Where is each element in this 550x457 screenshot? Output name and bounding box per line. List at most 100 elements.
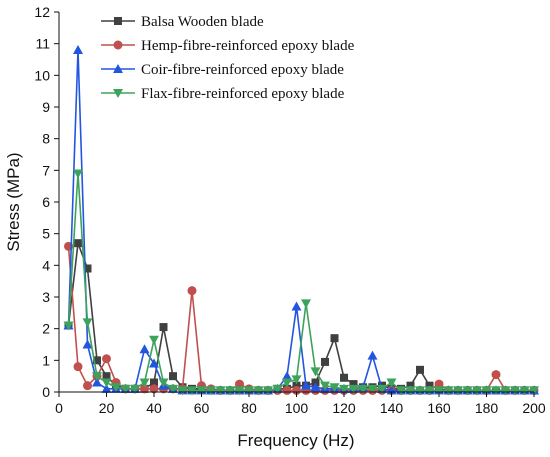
x-tick-label: 0 — [55, 400, 63, 416]
data-point — [187, 386, 197, 396]
x-tick-label: 20 — [99, 400, 115, 416]
data-point — [310, 382, 321, 392]
x-tick-label: 160 — [427, 400, 451, 416]
series-line — [67, 246, 534, 392]
x-tick-label: 180 — [475, 400, 499, 416]
data-point — [348, 384, 359, 394]
legend-swatch-marker — [113, 40, 123, 50]
data-point — [169, 372, 177, 381]
data-point — [111, 383, 121, 393]
data-point — [310, 367, 321, 377]
data-point — [139, 378, 150, 388]
y-tick-label: 4 — [42, 257, 50, 273]
ticks-layer: 0 20 40 60 80 100 120 140 160 180 2000123456789101… — [34, 4, 545, 416]
data-point — [424, 386, 435, 396]
data-point — [82, 339, 93, 349]
data-point — [329, 383, 340, 393]
x-tick-label: 200 — [522, 400, 546, 416]
legend-item: Flax-fibre-reinforced epoxy blade — [101, 86, 345, 102]
data-point — [282, 378, 292, 388]
legend-swatch-marker — [113, 64, 123, 73]
data-point — [301, 299, 311, 309]
data-point — [462, 386, 473, 396]
data-point — [291, 301, 302, 311]
data-point — [500, 386, 511, 396]
data-point — [139, 344, 150, 354]
x-tick-label: 80 — [241, 400, 257, 416]
series-2 — [64, 241, 539, 395]
legend-label: Hemp-fibre-reinforced epoxy blade — [141, 38, 355, 54]
data-point — [472, 386, 482, 396]
legend-item: Coir-fibre-reinforced epoxy blade — [101, 62, 344, 78]
y-tick-label: 3 — [42, 289, 50, 305]
data-point — [519, 386, 530, 396]
data-point — [301, 380, 311, 390]
y-tick-label: 12 — [34, 4, 50, 20]
data-point — [320, 381, 330, 391]
data-point — [396, 386, 406, 396]
data-point — [386, 378, 397, 388]
data-point — [63, 321, 74, 331]
y-tick-label: 8 — [42, 131, 50, 147]
data-point — [367, 384, 378, 394]
data-point — [292, 381, 301, 390]
x-tick-label: 100 — [285, 400, 309, 416]
data-point — [149, 335, 159, 345]
legend-swatch-marker — [113, 89, 123, 98]
data-point — [434, 379, 444, 389]
data-point — [529, 386, 539, 396]
data-point — [74, 239, 82, 248]
data-point — [321, 357, 329, 366]
data-point — [225, 386, 235, 396]
data-point — [159, 323, 168, 332]
data-point — [101, 378, 112, 388]
legend-item: Hemp-fibre-reinforced epoxy blade — [101, 38, 355, 54]
x-tick-label: 140 — [380, 400, 404, 416]
data-point — [244, 386, 254, 396]
y-tick-label: 2 — [42, 321, 50, 337]
data-point — [367, 350, 378, 360]
data-point — [92, 377, 102, 387]
data-point — [272, 384, 283, 394]
y-tick-label: 5 — [42, 226, 50, 242]
legend-swatch-marker — [114, 17, 122, 25]
y-tick-label: 7 — [42, 162, 50, 178]
data-point — [73, 169, 83, 179]
series-4 — [63, 169, 539, 396]
data-point — [291, 375, 302, 385]
data-point — [196, 386, 207, 396]
x-axis-title: Frequency (Hz) — [237, 431, 354, 450]
legend: Balsa Wooden blade Hemp-fibre-reinforced … — [101, 14, 355, 102]
data-point — [150, 378, 158, 387]
x-tick-label: 120 — [332, 400, 356, 416]
data-point — [101, 383, 112, 393]
data-point — [330, 334, 339, 343]
data-point — [73, 362, 83, 372]
legend-label: Flax-fibre-reinforced epoxy blade — [141, 86, 345, 102]
data-point — [158, 378, 169, 388]
data-point — [481, 386, 492, 396]
data-point — [168, 384, 178, 394]
data-point — [187, 286, 197, 296]
data-point — [339, 384, 349, 394]
y-axis-title: Stress (MPa) — [4, 152, 23, 251]
data-point — [235, 379, 244, 389]
data-point — [206, 386, 216, 396]
data-point — [92, 372, 102, 382]
x-tick-label: 60 — [194, 400, 210, 416]
data-point — [491, 370, 501, 380]
data-point — [149, 358, 159, 368]
y-tick-label: 10 — [34, 67, 50, 83]
series-1 — [64, 239, 538, 395]
data-point — [177, 386, 188, 396]
data-point — [416, 365, 424, 374]
data-point — [263, 386, 273, 396]
data-point — [292, 385, 301, 395]
data-point — [93, 356, 101, 365]
data-point — [102, 372, 111, 381]
data-point — [443, 386, 454, 396]
data-point — [282, 371, 292, 381]
series-line — [67, 172, 534, 392]
series-line — [67, 242, 534, 392]
